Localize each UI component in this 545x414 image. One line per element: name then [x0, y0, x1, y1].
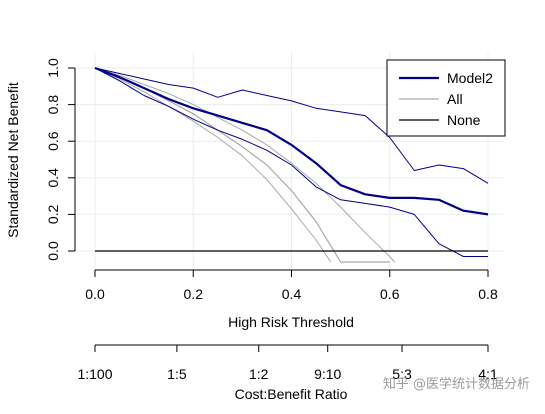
curves-layer [94, 66, 489, 263]
x-tick-label-1: 0.2 [184, 286, 204, 302]
cost-benefit-axis-title: Cost:Benefit Ratio [235, 386, 348, 402]
x-tick-label-2: 0.4 [282, 286, 302, 302]
y-tick-label-2: 0.4 [45, 168, 61, 188]
series-line-all-ci-upper [94, 67, 396, 263]
cost-benefit-tick-label-3: 9:10 [314, 366, 341, 382]
legend: Model2 All None [386, 59, 506, 137]
watermark-text: 知乎 @医学统计数据分析 [383, 376, 530, 392]
cost-benefit-tick-label-1: 1:5 [167, 366, 187, 382]
cost-benefit-tick-label-5: 4:1 [478, 366, 498, 382]
legend-label-model2: Model2 [447, 70, 493, 86]
cost-benefit-tick-label-0: 1:100 [77, 366, 112, 382]
series-line-model2-ci-upper [94, 67, 489, 184]
cost-benefit-tick-label-2: 1:2 [249, 366, 269, 382]
y-tick-label-4: 0.8 [45, 95, 61, 115]
x-tick-label-0: 0.0 [85, 286, 105, 302]
x-tick-label-3: 0.6 [380, 286, 400, 302]
x-tick-label-4: 0.8 [478, 286, 498, 302]
y-tick-label-3: 0.6 [45, 131, 61, 151]
legend-label-all: All [447, 91, 463, 107]
series-line-all-ci-lower [94, 67, 332, 263]
axes-layer: 0.0 0.2 0.4 0.6 0.8 0.0 0.2 0.4 0.6 0.8 1.0 [45, 58, 498, 302]
y-tick-label-5: 1.0 [45, 58, 61, 78]
y-axis-title: Standardized Net Benefit [5, 82, 21, 238]
cost-benefit-axis: 1:100 1:5 1:2 9:10 5:3 4:1 [77, 344, 498, 382]
series-line-model2 [94, 66, 489, 216]
y-tick-label-1: 0.2 [45, 204, 61, 224]
legend-label-none: None [447, 112, 481, 128]
y-tick-label-0: 0.0 [45, 241, 61, 261]
series-line-all [94, 67, 390, 263]
x-axis-title: High Risk Threshold [228, 314, 354, 330]
cost-benefit-tick-label-4: 5:3 [392, 366, 412, 382]
series-line-model2-ci-lower [94, 67, 488, 257]
legend-box [386, 59, 506, 137]
